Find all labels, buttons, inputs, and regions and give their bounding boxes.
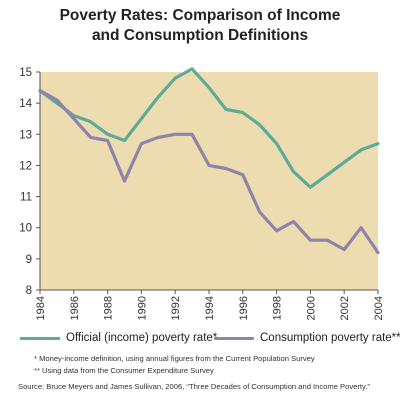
y-tick-label: 8 [26,285,32,297]
y-tick-label: 10 [19,223,32,235]
legend-label-consumption: Consumption poverty rate** [260,332,400,344]
x-tick-label: 2004 [373,296,385,320]
series-line-official-poverty-rate [38,67,380,189]
y-tick-label: 11 [20,192,32,204]
x-tick-label: 2000 [305,296,317,320]
footnote-consumption: ** Using data from the Consumer Expendit… [34,366,214,375]
x-tick-label: 1996 [238,296,250,320]
y-tick-label: 15 [19,67,32,79]
legend-item-consumption: Consumption poverty rate** [214,330,400,346]
series-line-consumption-poverty-rate [38,89,380,255]
x-tick-label: 1990 [136,296,148,320]
x-tick-label: 2002 [339,296,351,320]
y-tick-label: 14 [19,98,32,110]
footnote-money-income: * Money-income definition, using annual … [34,354,315,363]
source-note: Source: Bruce Meyers and James Sullivan,… [18,382,370,391]
legend-swatch-consumption [214,336,254,340]
y-tick-label: 12 [19,160,32,172]
legend-item-official: Official (income) poverty rate* [20,330,217,346]
chart-title: Poverty Rates: Comparison of Income and … [0,6,400,46]
x-tick-label: 1986 [69,296,81,320]
y-tick-label: 9 [26,254,32,266]
x-tick-label: 1988 [103,296,115,320]
plot-area [40,72,378,290]
legend-swatch-official [20,336,60,340]
chart-title-line-1: Poverty Rates: Comparison of Income [59,7,341,24]
line-chart: 8 9 10 11 12 13 14 15 1984 1986 1988 1990 1992 1994 19… [19,67,385,320]
legend-label-official: Official (income) poverty rate* [66,332,218,344]
chart-title-line-2: and Consumption Definitions [91,27,309,44]
x-tick-label: 1998 [272,296,284,320]
x-tick-label: 1994 [204,296,216,320]
y-tick-label: 13 [19,129,32,141]
x-tick-label: 1992 [170,296,182,320]
x-tick-label: 1984 [35,296,47,320]
